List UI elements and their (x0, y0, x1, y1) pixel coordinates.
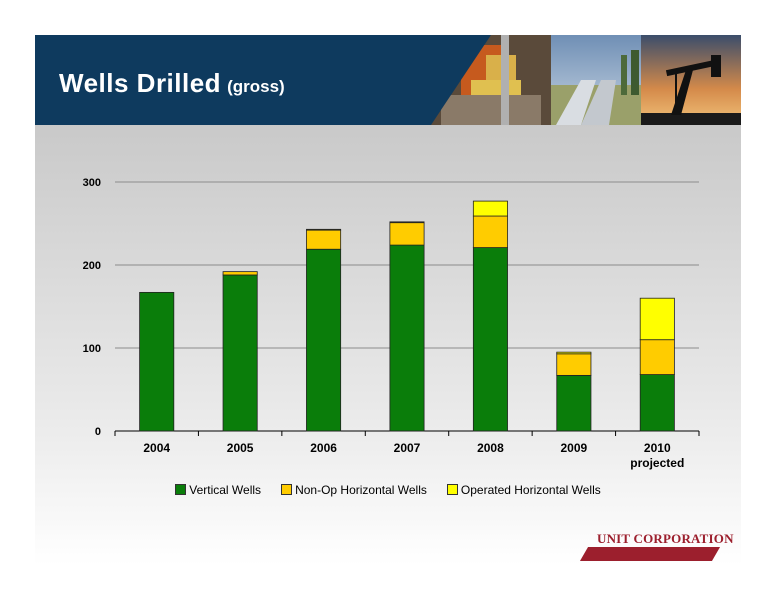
legend-swatch (175, 484, 187, 496)
oilfield-photos-image (431, 35, 741, 125)
bar-segment (222, 271, 258, 276)
legend-label: Operated Horizontal Wells (460, 483, 601, 497)
legend-item: Vertical Wells (175, 483, 261, 497)
bar-segment (306, 228, 342, 231)
bar-segment (556, 351, 592, 355)
legend-item: Non-Op Horizontal Wells (281, 483, 427, 497)
x-tick-label: 2004 (143, 441, 170, 455)
title-main: Wells Drilled (59, 68, 222, 98)
bar-segment (472, 247, 508, 432)
header-photo-collage (431, 35, 741, 125)
bar-segment (472, 215, 508, 248)
slide: Wells Drilled (gross) (35, 35, 741, 565)
stacked-bar-chart: 0 100 200 300 2004 2005 2006 2007 2008 2009 2010pr… (83, 177, 700, 470)
legend-label: Vertical Wells (189, 483, 262, 497)
header-banner: Wells Drilled (gross) (35, 35, 741, 125)
y-tick-label: 0 (95, 426, 101, 438)
y-tick-label: 200 (83, 260, 101, 272)
bar-segment (472, 200, 508, 217)
x-tick-label: 2008 (477, 441, 504, 455)
x-tick-label: 2009 (561, 441, 588, 455)
legend-swatch (446, 484, 458, 496)
legend-swatch (281, 484, 293, 496)
bar-segment (139, 291, 175, 432)
x-tick-label: projected (630, 456, 684, 470)
bar-segment (389, 222, 425, 246)
bar-segment (639, 374, 675, 432)
x-tick-label: 2005 (227, 441, 254, 455)
chart-legend: Vertical Wells Non-Op Horizontal Wells Ope… (35, 483, 741, 497)
y-tick-label: 300 (83, 177, 101, 189)
bar-segment (389, 244, 425, 432)
bar-segment (556, 353, 592, 376)
bar-segment (556, 374, 592, 432)
company-logo-bar (579, 547, 721, 561)
legend-label: Non-Op Horizontal Wells (295, 483, 427, 497)
x-tick-label: 2007 (394, 441, 421, 455)
bar-segment (222, 274, 258, 432)
bar-segment (389, 221, 425, 224)
x-tick-label: 2006 (310, 441, 337, 455)
bar-segment (639, 297, 675, 341)
bar-segment (639, 339, 675, 375)
y-tick-label: 100 (83, 343, 101, 355)
title-subtitle: (gross) (227, 77, 285, 96)
legend-item: Operated Horizontal Wells (446, 483, 601, 497)
company-logo-text: UNIT CORPORATION (597, 531, 734, 546)
slide-title: Wells Drilled (gross) (59, 68, 285, 99)
bar-segment (306, 248, 342, 432)
x-tick-label: 2010 (644, 441, 671, 455)
bar-segment (306, 229, 342, 250)
